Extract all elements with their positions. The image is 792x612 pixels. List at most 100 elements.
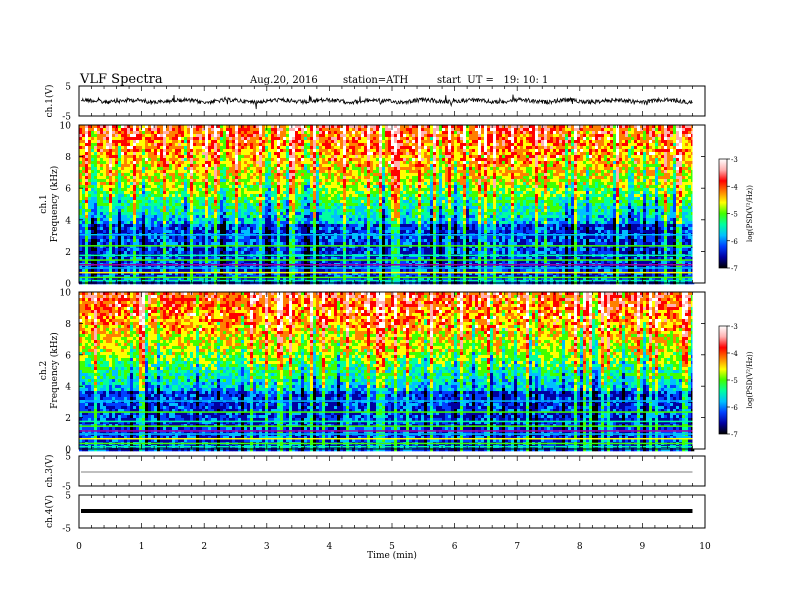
spectrogram-cell	[109, 137, 112, 140]
spectrogram-cell	[331, 134, 334, 137]
spectrogram-cell	[385, 131, 388, 134]
spectrogram-cell	[460, 134, 463, 137]
spectrogram-cell	[124, 131, 127, 134]
spectrogram-cell	[502, 137, 505, 140]
spectrogram-cell	[316, 128, 319, 131]
spectrogram-cell	[514, 131, 517, 134]
spectrogram-cell	[112, 137, 115, 140]
spectrogram-cell	[550, 128, 553, 131]
spectrogram-cell	[244, 134, 247, 137]
spectrogram-cell	[277, 131, 280, 134]
spectrogram-cell	[211, 128, 214, 131]
spectrogram-cell	[367, 134, 370, 137]
spectrogram-cell	[478, 134, 481, 137]
spectrogram-cell	[337, 128, 340, 131]
spectrogram-cell	[376, 137, 379, 140]
spectrogram-cell	[499, 134, 502, 137]
spectrogram-cell	[445, 134, 448, 137]
spectrogram-cell	[553, 128, 556, 131]
spectrogram-cell	[97, 134, 100, 137]
spectrogram-cell	[412, 137, 415, 140]
spectrogram-cell	[181, 137, 184, 140]
spectrogram-cell	[472, 137, 475, 140]
spectrogram-cell	[457, 134, 460, 137]
spectrogram-cell	[673, 137, 676, 140]
spectrogram-cell	[532, 131, 535, 134]
spectrogram-cell	[271, 137, 274, 140]
spectrogram-cell	[310, 131, 313, 134]
spectrogram-cell	[253, 128, 256, 131]
spectrogram-cell	[553, 131, 556, 134]
ch1-waveform-panel: 5-5ch.1(V)	[44, 83, 705, 123]
spectrogram-cell	[586, 128, 589, 131]
spectrogram-cell	[103, 131, 106, 134]
spectrogram-cell	[412, 134, 415, 137]
spectrogram-cell	[610, 137, 613, 140]
spectrogram-cell	[109, 134, 112, 137]
spectrogram-cell	[340, 137, 343, 140]
spectrogram-cell	[313, 134, 316, 137]
spectrogram-cell	[652, 137, 655, 140]
spectrogram-cell	[385, 134, 388, 137]
spectrogram-cell	[175, 137, 178, 140]
spectrogram-cell	[352, 137, 355, 140]
spectrogram-cell	[655, 131, 658, 134]
spectrogram-cell	[127, 131, 130, 134]
spectrogram-cell	[103, 128, 106, 131]
spectrogram-cell	[523, 131, 526, 134]
spectrogram-cell	[331, 131, 334, 134]
spectrogram-cell	[649, 128, 652, 131]
spectrogram-cell	[475, 137, 478, 140]
spectrogram-cell	[346, 128, 349, 131]
spectrogram-cell	[163, 137, 166, 140]
spectrogram-cell	[226, 137, 229, 140]
spectrogram-cell	[151, 128, 154, 131]
spectrogram-cell	[358, 134, 361, 137]
spectrogram-cell	[604, 137, 607, 140]
spectrogram-cell	[283, 128, 286, 131]
spectrogram-cell	[367, 137, 370, 140]
spectrogram-cell	[172, 128, 175, 131]
spectrogram-cell	[286, 134, 289, 137]
spectrogram-cell	[622, 128, 625, 131]
spectrogram-cell	[487, 131, 490, 134]
spectrogram-cell	[160, 134, 163, 137]
spectrogram-cell	[679, 137, 682, 140]
spectrogram-cell	[502, 131, 505, 134]
spectrogram-cell	[238, 128, 241, 131]
spectrogram-cell	[655, 134, 658, 137]
spectrogram-cell	[598, 128, 601, 131]
spectrogram-cell	[418, 131, 421, 134]
spectrogram-cell	[517, 131, 520, 134]
spectrogram-cell	[649, 131, 652, 134]
spectrogram-cell	[241, 137, 244, 140]
spectrogram-cell	[472, 131, 475, 134]
spectrogram-cell	[511, 128, 514, 131]
spectrogram-cell	[133, 128, 136, 131]
spectrogram-cell	[325, 137, 328, 140]
spectrogram-cell	[409, 131, 412, 134]
spectrogram-cell	[559, 131, 562, 134]
spectrogram-cell	[334, 128, 337, 131]
spectrogram-cell	[355, 131, 358, 134]
spectrogram-cell	[592, 128, 595, 131]
spectrogram-cell	[538, 131, 541, 134]
spectrogram-cell	[151, 134, 154, 137]
spectrogram-cell	[661, 134, 664, 137]
spectrogram-cell	[364, 137, 367, 140]
spectrogram-cell	[565, 128, 568, 131]
spectrogram-cell	[349, 128, 352, 131]
spectrogram-cell	[520, 134, 523, 137]
spectrogram-cell	[646, 137, 649, 140]
spectrogram-cell	[676, 134, 679, 137]
spectrogram-cell	[568, 134, 571, 137]
spectrogram-cell	[607, 134, 610, 137]
spectrogram-cell	[382, 128, 385, 131]
spectrogram-cell	[622, 134, 625, 137]
spectrogram-cell	[109, 128, 112, 131]
spectrogram-cell	[100, 134, 103, 137]
spectrogram-cell	[223, 131, 226, 134]
spectrogram-cell	[586, 131, 589, 134]
spectrogram-cell	[394, 134, 397, 137]
spectrogram-cell	[214, 137, 217, 140]
